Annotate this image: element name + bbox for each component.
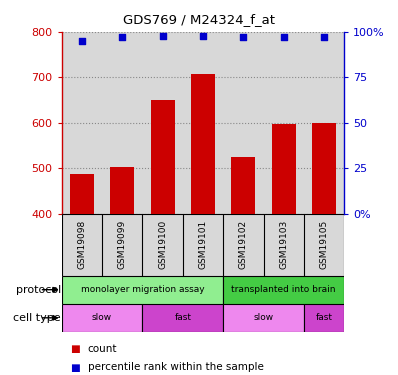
Point	[240, 34, 246, 40]
Text: GSM19098: GSM19098	[77, 220, 86, 269]
Text: percentile rank within the sample: percentile rank within the sample	[88, 363, 263, 372]
Bar	[150, 100, 175, 214]
FancyBboxPatch shape	[223, 276, 344, 304]
Text: transplanted into brain: transplanted into brain	[232, 285, 336, 294]
Point	[321, 34, 327, 40]
Text: cell type: cell type	[13, 313, 61, 323]
Text: fast: fast	[174, 314, 191, 322]
FancyBboxPatch shape	[304, 304, 344, 332]
Bar	[312, 123, 336, 214]
Bar	[191, 74, 215, 214]
Text: ■: ■	[70, 344, 79, 354]
FancyBboxPatch shape	[62, 276, 223, 304]
Text: GSM19101: GSM19101	[199, 220, 207, 269]
Point	[281, 34, 287, 40]
Point	[160, 33, 166, 39]
Point	[200, 33, 206, 39]
Bar	[110, 167, 135, 214]
Text: GSM19099: GSM19099	[118, 220, 127, 269]
FancyBboxPatch shape	[62, 304, 142, 332]
Bar	[70, 174, 94, 214]
Bar	[231, 157, 256, 214]
Text: slow: slow	[254, 314, 273, 322]
Text: protocol: protocol	[16, 285, 61, 295]
Point	[119, 34, 125, 40]
Text: GSM19105: GSM19105	[320, 220, 329, 269]
Text: fast: fast	[316, 314, 333, 322]
Text: GDS769 / M24324_f_at: GDS769 / M24324_f_at	[123, 13, 275, 26]
Text: ■: ■	[70, 363, 79, 372]
Text: GSM19100: GSM19100	[158, 220, 167, 269]
FancyBboxPatch shape	[223, 304, 304, 332]
FancyBboxPatch shape	[142, 304, 223, 332]
Text: slow: slow	[92, 314, 112, 322]
Text: monolayer migration assay: monolayer migration assay	[81, 285, 204, 294]
Text: count: count	[88, 344, 117, 354]
Point	[79, 38, 85, 44]
Text: GSM19102: GSM19102	[239, 220, 248, 269]
Text: GSM19103: GSM19103	[279, 220, 288, 269]
Bar	[271, 124, 296, 214]
FancyBboxPatch shape	[62, 214, 344, 276]
